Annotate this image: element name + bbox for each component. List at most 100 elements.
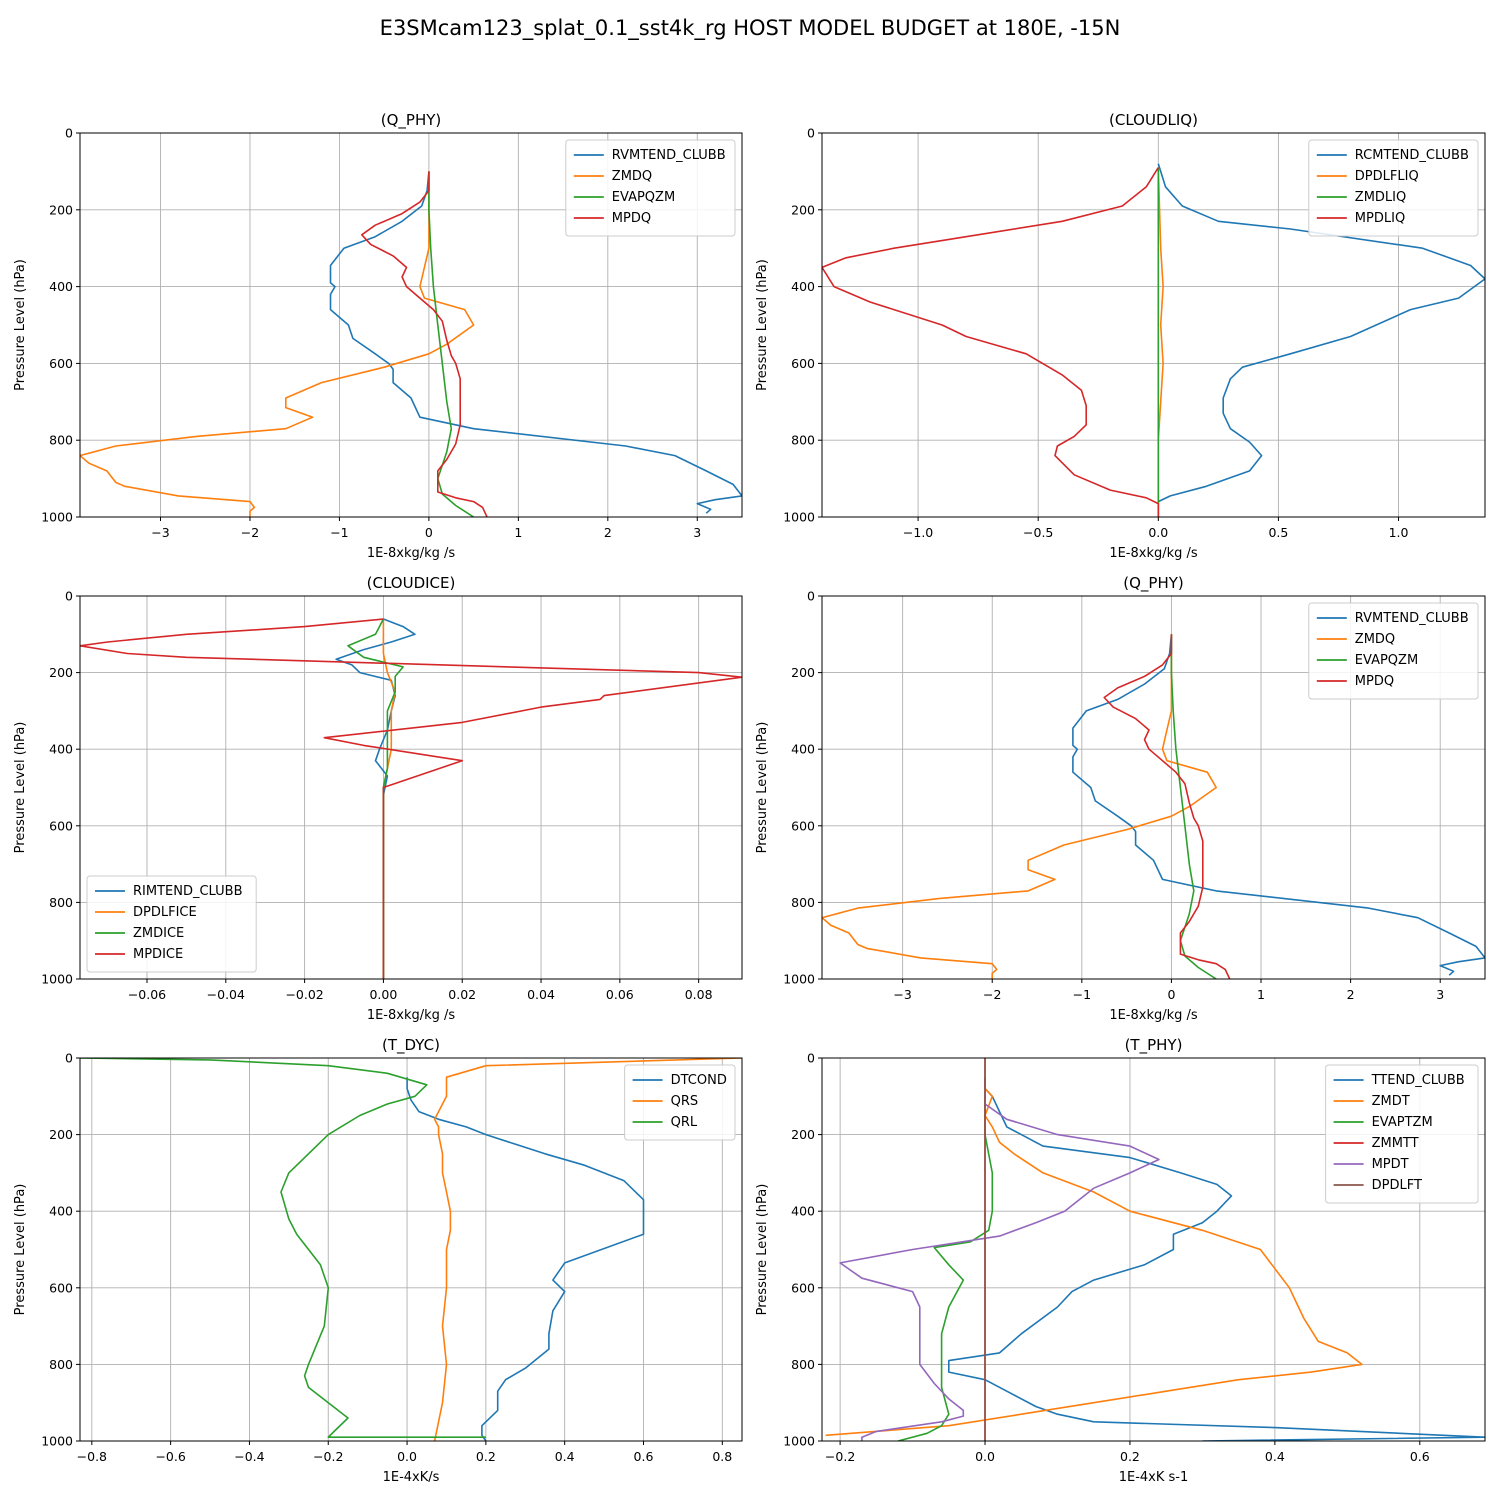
panel-title: (T_DYC) <box>382 1036 440 1055</box>
series-lines <box>80 618 742 979</box>
x-tick-label: −0.4 <box>234 1449 264 1464</box>
panel-q-phy-1: −3 −2 −1 0 1 2 3 0 200 400 600 800 1000 (Q_PHY) 1E-8xk… <box>13 111 743 561</box>
y-tick-label: 200 <box>49 202 73 217</box>
legend-box <box>86 875 257 973</box>
series-lines <box>825 1058 1485 1441</box>
legend-entry: ZMDLIQ <box>1355 190 1406 205</box>
legend-entry: EVAPQZM <box>1355 653 1418 668</box>
legend-entry: QRS <box>671 1094 699 1109</box>
series-lines <box>80 1058 742 1441</box>
series-lines <box>80 171 742 517</box>
x-tick-label: −2 <box>241 525 259 540</box>
panel-title: (CLOUDLIQ) <box>1109 111 1198 129</box>
panel-title: (CLOUDICE) <box>367 574 456 592</box>
legend: RIMTEND_CLUBB DPDLFICE ZMDICE MPDICE <box>86 875 257 973</box>
legend-entry: TTEND_CLUBB <box>1371 1073 1465 1088</box>
x-axis-label: 1E-8xkg/kg /s <box>1109 1008 1198 1023</box>
y-tick-label: 800 <box>49 433 73 448</box>
y-tick-label: 600 <box>49 1280 73 1295</box>
legend-entry: RVMTEND_CLUBB <box>612 148 726 163</box>
x-tick-label: −0.6 <box>155 1449 185 1464</box>
y-tick-label: 200 <box>791 665 815 680</box>
x-tick-label: 0 <box>1167 987 1175 1002</box>
y-tick-label: 1000 <box>41 1434 73 1449</box>
y-tick-label: 0 <box>807 589 815 604</box>
panel-title: (T_PHY) <box>1125 1036 1183 1055</box>
legend-entry: MPDT <box>1372 1157 1409 1172</box>
y-tick-label: 200 <box>49 665 73 680</box>
x-tick-label: 0.4 <box>555 1449 575 1464</box>
plot-frame <box>821 132 1486 518</box>
series-line-zmdq <box>822 634 1217 979</box>
x-tick-label: 0.4 <box>1265 1449 1285 1464</box>
legend-entry: ZMDQ <box>612 169 652 184</box>
x-axis-label: 1E-4xK s-1 <box>1119 1470 1189 1485</box>
legend-entry: DPDLFLIQ <box>1355 169 1419 184</box>
y-tick-label: 0 <box>807 126 815 141</box>
y-axis-label: Pressure Level (hPa) <box>13 259 28 391</box>
x-tick-label: 1 <box>514 525 522 540</box>
y-tick-label: 600 <box>791 356 815 371</box>
y-tick-label: 600 <box>49 818 73 833</box>
y-tick-label: 600 <box>791 818 815 833</box>
series-line-mpdq <box>361 171 488 517</box>
series-line-evapqzm <box>428 171 475 517</box>
x-tick-label: −0.06 <box>128 987 166 1002</box>
series-line-rcmtend_clubb <box>1157 163 1485 503</box>
y-tick-label: 800 <box>791 895 815 910</box>
legend-entry: ZMMTT <box>1372 1136 1419 1151</box>
x-tick-label: −0.02 <box>285 987 323 1002</box>
y-axis-label: Pressure Level (hPa) <box>755 259 770 391</box>
x-tick-label: −1 <box>1073 987 1091 1002</box>
legend-entry: RIMTEND_CLUBB <box>133 884 243 899</box>
series-line-ttend_clubb <box>948 1077 1485 1441</box>
legend-box <box>1308 139 1479 237</box>
panel-cloudice: −0.06 −0.04 −0.02 0.00 0.02 0.04 0.06 0.08 0 200 4… <box>13 574 743 1023</box>
legend-entry: RVMTEND_CLUBB <box>1355 611 1469 626</box>
x-tick-label: 2 <box>604 525 612 540</box>
y-tick-label: 800 <box>49 895 73 910</box>
y-tick-label: 400 <box>49 1204 73 1219</box>
x-tick-label: 0.06 <box>606 987 634 1002</box>
x-axis-label: 1E-8xkg/kg /s <box>367 1008 456 1023</box>
legend-entry: DPDLFT <box>1372 1178 1422 1193</box>
series-line-zmdq <box>80 171 475 517</box>
legend-entry: DPDLFICE <box>133 905 197 920</box>
panel-title: (Q_PHY) <box>381 111 442 130</box>
x-tick-label: 0.00 <box>369 987 397 1002</box>
y-tick-label: 400 <box>791 1204 815 1219</box>
legend-entry: ZMDQ <box>1355 632 1395 647</box>
x-tick-label: −0.2 <box>313 1449 343 1464</box>
series-line-qrl <box>80 1058 486 1438</box>
plot-frame <box>79 595 743 980</box>
legend-entry: QRL <box>671 1115 698 1130</box>
y-tick-label: 0 <box>65 589 73 604</box>
x-tick-label: 2 <box>1347 987 1355 1002</box>
series-line-rvmtend_clubb <box>329 171 742 514</box>
y-tick-label: 800 <box>791 1357 815 1372</box>
y-tick-label: 800 <box>791 433 815 448</box>
legend: RVMTEND_CLUBB ZMDQ EVAPQZM MPDQ <box>565 139 736 237</box>
x-tick-label: −1.0 <box>903 525 933 540</box>
y-tick-label: 200 <box>791 202 815 217</box>
y-tick-label: 1000 <box>783 972 815 987</box>
x-tick-label: 0.6 <box>1410 1449 1430 1464</box>
y-tick-label: 400 <box>791 742 815 757</box>
y-tick-label: 400 <box>49 279 73 294</box>
series-line-mpdq <box>1103 634 1231 979</box>
legend-entry: EVAPQZM <box>612 190 675 205</box>
plot-frame <box>821 1057 1486 1442</box>
x-tick-label: 0.04 <box>527 987 555 1002</box>
series-line-rvmtend_clubb <box>1072 634 1485 976</box>
y-tick-label: 400 <box>791 279 815 294</box>
x-tick-label: −1 <box>330 525 348 540</box>
y-tick-label: 0 <box>807 1051 815 1066</box>
y-axis-label: Pressure Level (hPa) <box>13 1184 28 1316</box>
series-line-evaptzm <box>897 1096 994 1441</box>
x-tick-label: 0.02 <box>448 987 476 1002</box>
series-line-zmdice <box>347 618 404 979</box>
x-tick-label: 3 <box>693 525 701 540</box>
y-tick-label: 800 <box>49 1357 73 1372</box>
series-lines <box>822 634 1485 979</box>
